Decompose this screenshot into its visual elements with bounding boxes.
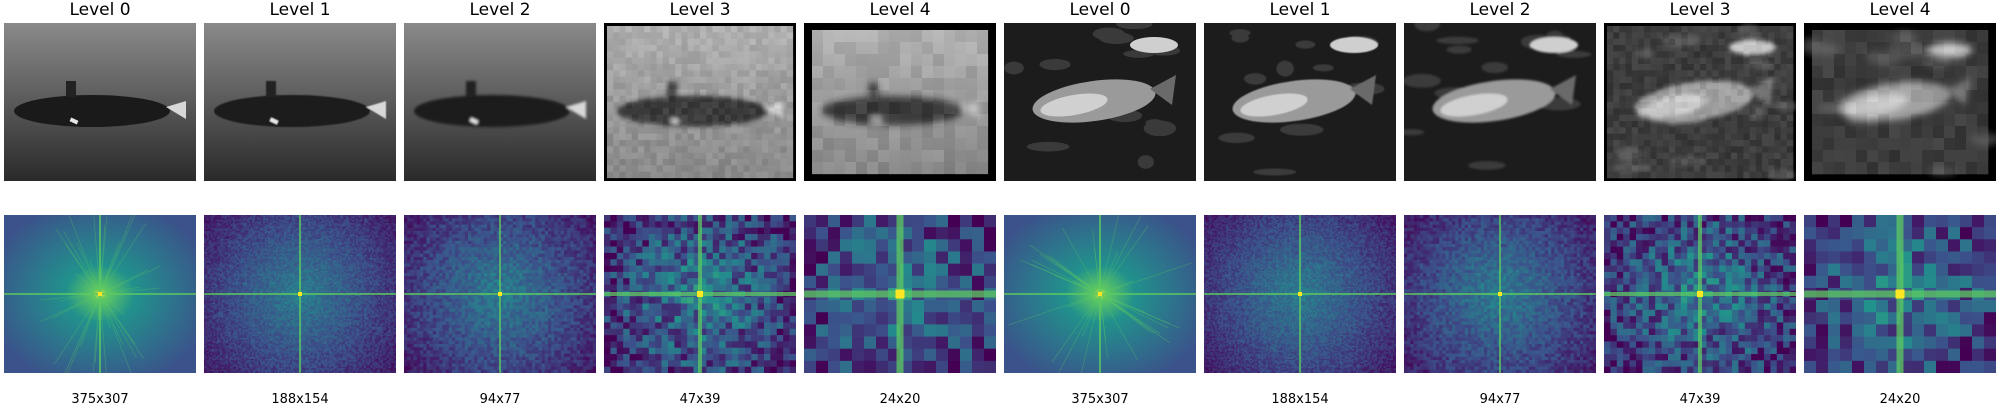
panel-submarine-level-4: Level 4 24x20 — [804, 0, 996, 409]
fish-shape — [1404, 23, 1592, 170]
spectrum-peak — [498, 292, 502, 296]
submarine-image — [604, 23, 796, 181]
fourier-spectrum — [1804, 215, 1996, 373]
pixel-blocks — [1812, 30, 1989, 175]
panel-fish-level-0: Level 0 375x307 — [1004, 0, 1196, 409]
spectrum-peak — [895, 289, 905, 299]
fourier-spectrum — [1004, 215, 1196, 373]
spectrum-cells — [1404, 215, 1596, 373]
spectrum-peak — [1498, 292, 1502, 296]
fourier-spectrum — [204, 215, 396, 373]
fish-image — [1204, 23, 1396, 181]
panel-title: Level 1 — [1204, 0, 1396, 20]
fish-shape — [1004, 23, 1181, 169]
fourier-spectrum — [804, 215, 996, 373]
spectrum-peak — [697, 291, 703, 297]
panel-submarine-level-1: Level 1 188x154 — [204, 0, 396, 409]
panel-title: Level 3 — [604, 0, 796, 20]
panel-fish-level-1: Level 1 188x154 — [1204, 0, 1396, 409]
resolution-label: 24x20 — [804, 392, 996, 408]
fourier-spectrum — [1404, 215, 1596, 373]
panel-title: Level 2 — [404, 0, 596, 20]
fish-image — [1804, 23, 1996, 181]
panel-submarine-level-2: Level 2 94x77 — [404, 0, 596, 409]
resolution-label: 47x39 — [604, 392, 796, 408]
panel-submarine-level-0: Level 0 375x307 — [4, 0, 196, 409]
pixel-blocks — [1607, 26, 1794, 179]
spectrum-peak — [298, 292, 302, 296]
panel-fish-level-2: Level 2 94x77 — [1404, 0, 1596, 409]
submarine-image — [4, 23, 196, 181]
fish-shape — [1612, 23, 1796, 181]
pixel-blocks — [812, 30, 989, 175]
spectrum-peak — [1298, 292, 1302, 296]
submarine-shape — [616, 82, 784, 127]
submarine-shape — [214, 81, 386, 127]
resolution-label: 24x20 — [1804, 392, 1996, 408]
resolution-label: 188x154 — [204, 392, 396, 408]
submarine-image — [404, 23, 596, 181]
panel-submarine-level-3: Level 3 47x39 — [604, 0, 796, 409]
panel-title: Level 3 — [1604, 0, 1796, 20]
fourier-spectrum — [604, 215, 796, 373]
panel-title: Level 2 — [1404, 0, 1596, 20]
submarine-shape — [821, 83, 979, 126]
fourier-spectrum — [404, 215, 596, 373]
fourier-spectrum — [4, 215, 196, 373]
resolution-label: 375x307 — [1004, 392, 1196, 408]
spectrum-peak — [1895, 289, 1905, 299]
panel-title: Level 1 — [204, 0, 396, 20]
fish-image — [1404, 23, 1596, 181]
submarine-shape — [14, 81, 186, 127]
fish-image — [1004, 23, 1196, 181]
fish-image — [1604, 23, 1796, 181]
submarine-image — [804, 23, 996, 181]
resolution-label: 375x307 — [4, 392, 196, 408]
submarine-image — [204, 23, 396, 181]
panel-title: Level 0 — [1004, 0, 1196, 20]
fish-shape — [1218, 29, 1385, 176]
spectrum-cells — [204, 215, 396, 373]
fish-shape — [1804, 31, 1996, 176]
panel-title: Level 4 — [804, 0, 996, 20]
spectrum-cells — [1204, 215, 1396, 373]
fourier-spectrum — [1204, 215, 1396, 373]
resolution-label: 47x39 — [1604, 392, 1796, 408]
resolution-label: 188x154 — [1204, 392, 1396, 408]
spectrum-peak — [1098, 292, 1102, 296]
spectrum-cells — [404, 215, 596, 373]
pixel-blocks — [607, 26, 794, 179]
resolution-label: 94x77 — [1404, 392, 1596, 408]
panel-fish-level-4: Level 4 24x20 — [1804, 0, 1996, 409]
fourier-spectrum — [1604, 215, 1796, 373]
spectrum-peak — [1697, 291, 1703, 297]
submarine-shape — [414, 81, 586, 127]
spectrum-peak — [98, 292, 102, 296]
panel-title: Level 0 — [4, 0, 196, 20]
resolution-label: 94x77 — [404, 392, 596, 408]
panel-title: Level 4 — [1804, 0, 1996, 20]
panel-fish-level-3: Level 3 47x39 — [1604, 0, 1796, 409]
